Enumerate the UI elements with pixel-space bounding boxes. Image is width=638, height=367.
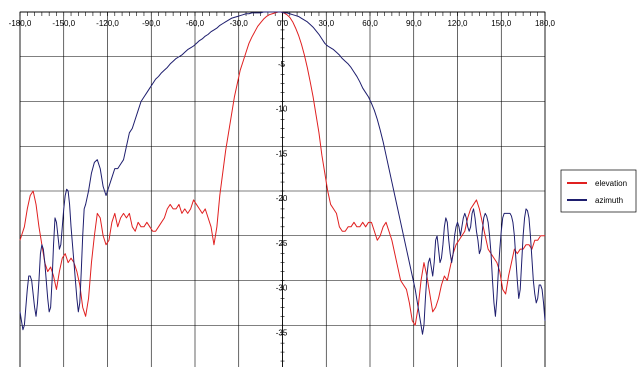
y-tick-label: -30 xyxy=(276,284,288,293)
series-line-azimuth xyxy=(19,11,546,335)
y-tick-label: -15 xyxy=(276,149,288,158)
legend: elevation azimuth xyxy=(560,169,637,213)
x-tick-label: 0,0 xyxy=(277,19,289,28)
x-tick-label: 120,0 xyxy=(447,19,468,28)
x-tick-label: -30,0 xyxy=(230,19,249,28)
x-tick-label: -60,0 xyxy=(186,19,205,28)
x-tick-label: 60,0 xyxy=(362,19,378,28)
x-tick-label: -120,0 xyxy=(96,19,119,28)
axes: -180,0 -150,0 -120,0 -90,0 -60,0 -30,0 0,0 30,0… xyxy=(9,11,556,367)
x-tick-label: -180,0 xyxy=(9,19,32,28)
x-tick-label: -150,0 xyxy=(52,19,75,28)
legend-box xyxy=(560,169,637,213)
y-tick-label: -20 xyxy=(276,194,288,203)
x-tick-label: 30,0 xyxy=(318,19,334,28)
series-lines xyxy=(19,11,546,335)
x-tick-label: 150,0 xyxy=(491,19,512,28)
x-tick-label: 90,0 xyxy=(406,19,422,28)
y-tick-label: -25 xyxy=(276,239,288,248)
y-tick-label: -10 xyxy=(276,105,288,114)
legend-label-elevation: elevation xyxy=(595,179,627,188)
x-tick-label: 180,0 xyxy=(535,19,556,28)
legend-label-azimuth: azimuth xyxy=(595,196,623,205)
y-tick-label: -5 xyxy=(278,60,286,69)
y-tick-label: -35 xyxy=(276,328,288,337)
x-tick-label: -90,0 xyxy=(142,19,161,28)
